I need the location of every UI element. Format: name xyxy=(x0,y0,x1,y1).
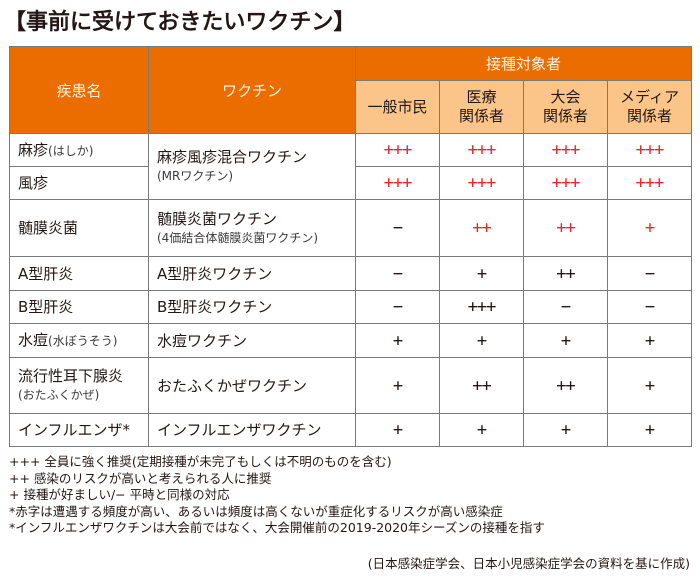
mark-cell: ++ xyxy=(439,199,524,257)
vaccine-cell: インフルエンザワクチン xyxy=(148,413,356,447)
note-line: *赤字は遭遇する頻度が高い、あるいは頻度は高くないが重症化するリスクが高い感染症 xyxy=(9,503,503,519)
vaccine-table: 疾患名 ワクチン 接種対象者 一般市民 医療 関係者 大会 関係者 メディア 関係者 … xyxy=(9,46,693,447)
disease-cell: 風疹 xyxy=(9,166,149,200)
mark-cell: + xyxy=(355,413,440,447)
disease-cell: 髄膜炎菌 xyxy=(9,199,149,257)
vaccine-cell: 髄膜炎菌ワクチン (4価結合体髄膜炎菌ワクチン) xyxy=(148,199,356,257)
mark-cell: − xyxy=(606,290,693,324)
note-line: +++ 全員に強く推奨(定期接種が未完了もしくは不明のものを含む) xyxy=(9,454,392,469)
header-disease: 疾患名 xyxy=(9,46,149,134)
legend-notes: +++ 全員に強く推奨(定期接種が未完了もしくは不明のものを含む) ++ 感染の… xyxy=(9,454,545,537)
mark-cell: + xyxy=(523,323,608,358)
header-event-staff: 大会 関係者 xyxy=(523,80,608,134)
mark-cell: + xyxy=(355,323,440,358)
table-row: 風疹 +++ +++ +++ +++ xyxy=(9,166,693,200)
mark-cell: +++ xyxy=(606,166,693,200)
table-row: インフルエンザ* インフルエンザワクチン + + + + xyxy=(9,413,693,447)
source-credit: (日本感染症学会、日本小児感染症学会の資料を基に作成) xyxy=(367,556,690,571)
mark-cell: +++ xyxy=(523,166,608,200)
mark-cell: +++ xyxy=(355,133,440,167)
vaccine-cell: A型肝炎ワクチン xyxy=(148,256,356,291)
mark-cell: +++ xyxy=(439,166,524,200)
disease-cell: A型肝炎 xyxy=(9,256,149,291)
disease-cell: 流行性耳下腺炎 (おたふくかぜ) xyxy=(9,357,149,414)
header-target-group: 接種対象者 xyxy=(354,46,693,81)
header-medical-staff: 医療 関係者 xyxy=(439,80,524,134)
disease-cell: B型肝炎 xyxy=(9,290,149,324)
mark-cell: + xyxy=(606,323,693,358)
mark-cell: + xyxy=(439,256,524,291)
note-line: *インフルエンザワクチンは大会前ではなく、大会開催前の2019-2020年シーズ… xyxy=(9,520,545,535)
mark-cell: +++ xyxy=(355,166,440,200)
vaccine-cell: 水痘ワクチン xyxy=(148,323,356,358)
header-vaccine: ワクチン xyxy=(148,46,356,134)
vaccine-cell: 麻疹風疹混合ワクチン (MRワクチン) xyxy=(148,133,356,200)
mark-cell: − xyxy=(355,199,440,257)
mark-cell: ++ xyxy=(523,199,608,257)
table-row: 水痘(水ぼうそう) 水痘ワクチン + + + + xyxy=(9,323,693,358)
mark-cell: − xyxy=(355,256,440,291)
table-row: A型肝炎 A型肝炎ワクチン − + ++ − xyxy=(9,256,693,291)
vaccine-cell: おたふくかぜワクチン xyxy=(148,357,356,414)
disease-cell: 麻疹(はしか) xyxy=(9,133,149,167)
vaccine-cell: B型肝炎ワクチン xyxy=(148,290,356,324)
header-general-public: 一般市民 xyxy=(355,80,440,134)
mark-cell: +++ xyxy=(439,133,524,167)
note-line: + 接種が好ましい/− 平時と同様の対応 xyxy=(9,487,230,502)
mark-cell: + xyxy=(439,323,524,358)
table-row: 流行性耳下腺炎 (おたふくかぜ) おたふくかぜワクチン + ++ ++ + xyxy=(9,357,693,414)
mark-cell: − xyxy=(523,290,608,324)
mark-cell: − xyxy=(606,256,693,291)
mark-cell: + xyxy=(606,357,693,414)
mark-cell: + xyxy=(606,199,693,257)
mark-cell: ++ xyxy=(523,357,608,414)
note-line: ++ 感染のリスクが高いと考えられる人に推奨 xyxy=(9,470,272,486)
mark-cell: + xyxy=(355,357,440,414)
mark-cell: + xyxy=(439,413,524,447)
mark-cell: +++ xyxy=(439,290,524,324)
mark-cell: +++ xyxy=(523,133,608,167)
disease-cell: 水痘(水ぼうそう) xyxy=(9,323,149,358)
mark-cell: − xyxy=(355,290,440,324)
mark-cell: + xyxy=(523,413,608,447)
mark-cell: ++ xyxy=(439,357,524,414)
header-media-staff: メディア 関係者 xyxy=(606,80,693,134)
mark-cell: ++ xyxy=(523,256,608,291)
table-row: 髄膜炎菌 髄膜炎菌ワクチン (4価結合体髄膜炎菌ワクチン) − ++ ++ + xyxy=(9,199,693,257)
page-title: 【事前に受けておきたいワクチン】 xyxy=(4,10,356,35)
table-row: B型肝炎 B型肝炎ワクチン − +++ − − xyxy=(9,290,693,324)
mark-cell: +++ xyxy=(606,133,693,167)
mark-cell: + xyxy=(606,413,693,447)
table-row: 麻疹(はしか) 麻疹風疹混合ワクチン (MRワクチン) +++ +++ +++ +… xyxy=(9,133,693,200)
disease-cell: インフルエンザ* xyxy=(9,413,149,447)
